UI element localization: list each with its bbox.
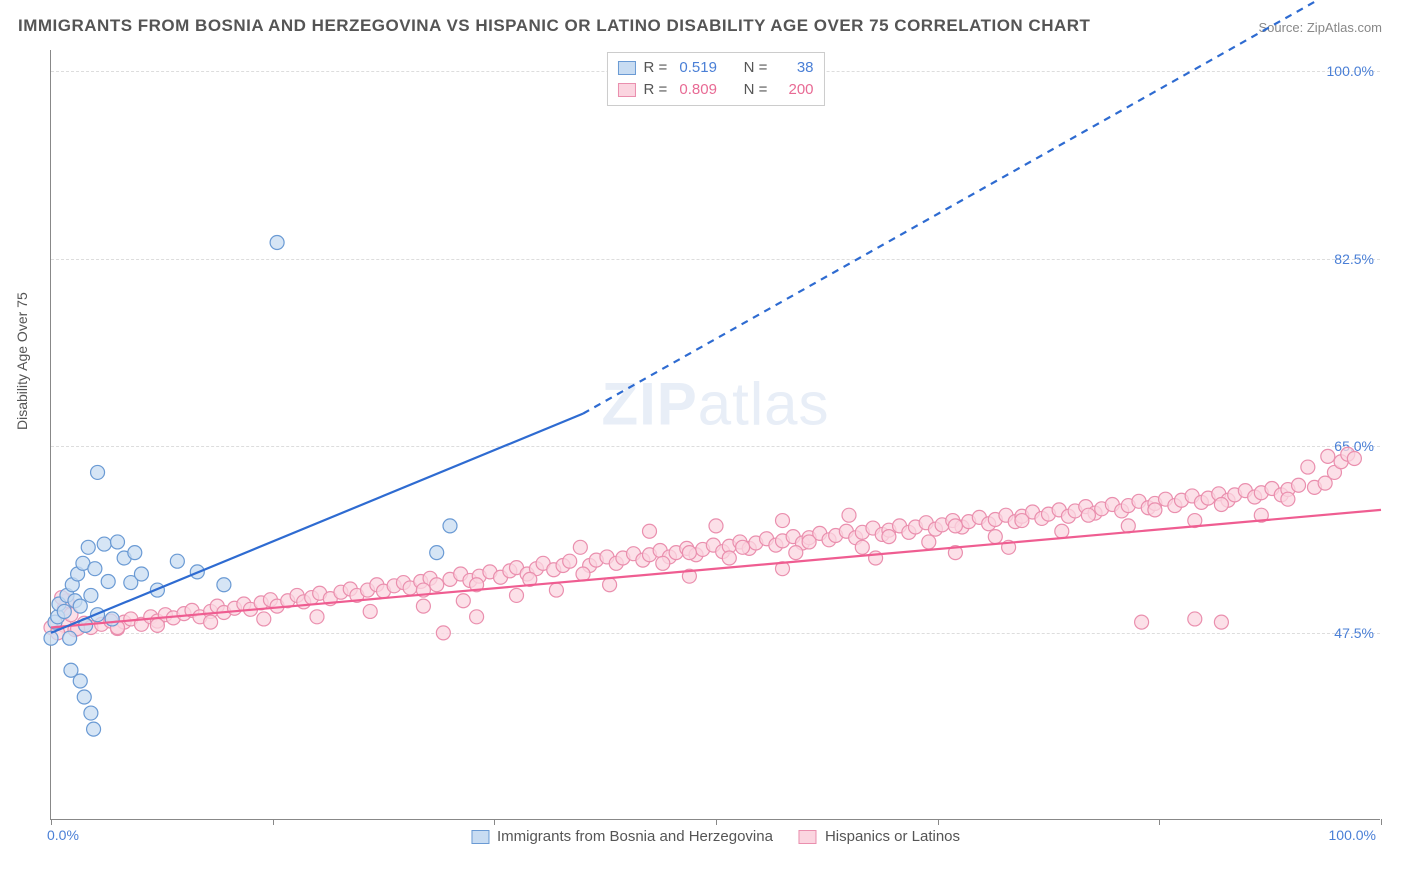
data-point-hispanic — [510, 588, 524, 602]
data-point-bosnia — [430, 546, 444, 560]
data-point-hispanic — [204, 615, 218, 629]
data-point-hispanic — [416, 599, 430, 613]
legend-item-hispanic: Hispanics or Latinos — [799, 828, 960, 845]
data-point-bosnia — [57, 604, 71, 618]
x-tick-mark — [494, 819, 495, 825]
data-point-hispanic — [470, 610, 484, 624]
data-point-hispanic — [1081, 508, 1095, 522]
data-point-hispanic — [988, 530, 1002, 544]
data-point-hispanic — [563, 554, 577, 568]
data-point-hispanic — [430, 578, 444, 592]
data-point-hispanic — [363, 604, 377, 618]
data-point-hispanic — [1321, 449, 1335, 463]
data-point-hispanic — [436, 626, 450, 640]
data-point-bosnia — [81, 540, 95, 554]
data-point-bosnia — [270, 236, 284, 250]
data-point-hispanic — [789, 546, 803, 560]
data-point-hispanic — [948, 519, 962, 533]
legend-item-bosnia: Immigrants from Bosnia and Herzegovina — [471, 828, 773, 845]
data-point-hispanic — [1188, 612, 1202, 626]
data-point-hispanic — [573, 540, 587, 554]
data-point-bosnia — [77, 690, 91, 704]
data-point-bosnia — [128, 546, 142, 560]
data-point-hispanic — [842, 508, 856, 522]
x-tick-mark — [273, 819, 274, 825]
data-point-bosnia — [87, 722, 101, 736]
data-point-hispanic — [549, 583, 563, 597]
x-axis-start-label: 0.0% — [47, 827, 79, 843]
x-tick-mark — [1159, 819, 1160, 825]
data-point-hispanic — [1347, 452, 1361, 466]
swatch-bosnia-icon — [471, 830, 489, 844]
data-point-bosnia — [134, 567, 148, 581]
data-point-bosnia — [111, 535, 125, 549]
y-axis-label: Disability Age Over 75 — [14, 292, 30, 430]
x-tick-mark — [51, 819, 52, 825]
x-tick-mark — [1381, 819, 1382, 825]
data-point-hispanic — [1135, 615, 1149, 629]
data-point-bosnia — [44, 631, 58, 645]
data-point-bosnia — [91, 465, 105, 479]
data-point-bosnia — [170, 554, 184, 568]
data-point-bosnia — [88, 562, 102, 576]
data-point-hispanic — [776, 514, 790, 528]
data-point-hispanic — [1281, 492, 1295, 506]
legend-row-hispanic: R = 0.809 N = 200 — [617, 79, 813, 101]
x-tick-mark — [716, 819, 717, 825]
correlation-legend: R = 0.519 N = 38 R = 0.809 N = 200 — [606, 52, 824, 106]
data-point-bosnia — [443, 519, 457, 533]
data-point-hispanic — [456, 594, 470, 608]
data-point-hispanic — [1055, 524, 1069, 538]
data-point-hispanic — [709, 519, 723, 533]
data-point-bosnia — [73, 674, 87, 688]
swatch-hispanic-icon — [617, 83, 635, 97]
data-point-hispanic — [855, 540, 869, 554]
data-point-hispanic — [802, 535, 816, 549]
data-point-hispanic — [1015, 514, 1029, 528]
x-tick-mark — [938, 819, 939, 825]
data-point-bosnia — [63, 631, 77, 645]
swatch-hispanic-icon — [799, 830, 817, 844]
data-point-bosnia — [97, 537, 111, 551]
data-point-hispanic — [736, 540, 750, 554]
data-point-hispanic — [1301, 460, 1315, 474]
data-point-hispanic — [643, 524, 657, 538]
plot-area: ZIPatlas 47.5%65.0%82.5%100.0% R = 0.519… — [50, 50, 1380, 820]
swatch-bosnia-icon — [617, 61, 635, 75]
data-point-hispanic — [150, 618, 164, 632]
data-point-hispanic — [603, 578, 617, 592]
data-point-hispanic — [1148, 503, 1162, 517]
data-point-bosnia — [84, 706, 98, 720]
data-point-bosnia — [84, 588, 98, 602]
data-point-hispanic — [257, 612, 271, 626]
data-point-hispanic — [1292, 478, 1306, 492]
data-point-hispanic — [722, 551, 736, 565]
data-point-bosnia — [73, 599, 87, 613]
x-axis-end-label: 100.0% — [1329, 827, 1376, 843]
data-point-hispanic — [1214, 498, 1228, 512]
data-point-hispanic — [922, 535, 936, 549]
chart-title: IMMIGRANTS FROM BOSNIA AND HERZEGOVINA V… — [18, 16, 1090, 36]
data-point-hispanic — [882, 530, 896, 544]
data-point-bosnia — [105, 612, 119, 626]
data-point-hispanic — [682, 546, 696, 560]
series-legend: Immigrants from Bosnia and Herzegovina H… — [471, 828, 960, 845]
data-point-hispanic — [656, 556, 670, 570]
data-point-hispanic — [310, 610, 324, 624]
legend-row-bosnia: R = 0.519 N = 38 — [617, 57, 813, 79]
data-point-bosnia — [101, 575, 115, 589]
data-point-hispanic — [1214, 615, 1228, 629]
chart-svg — [51, 50, 1380, 819]
data-point-bosnia — [217, 578, 231, 592]
